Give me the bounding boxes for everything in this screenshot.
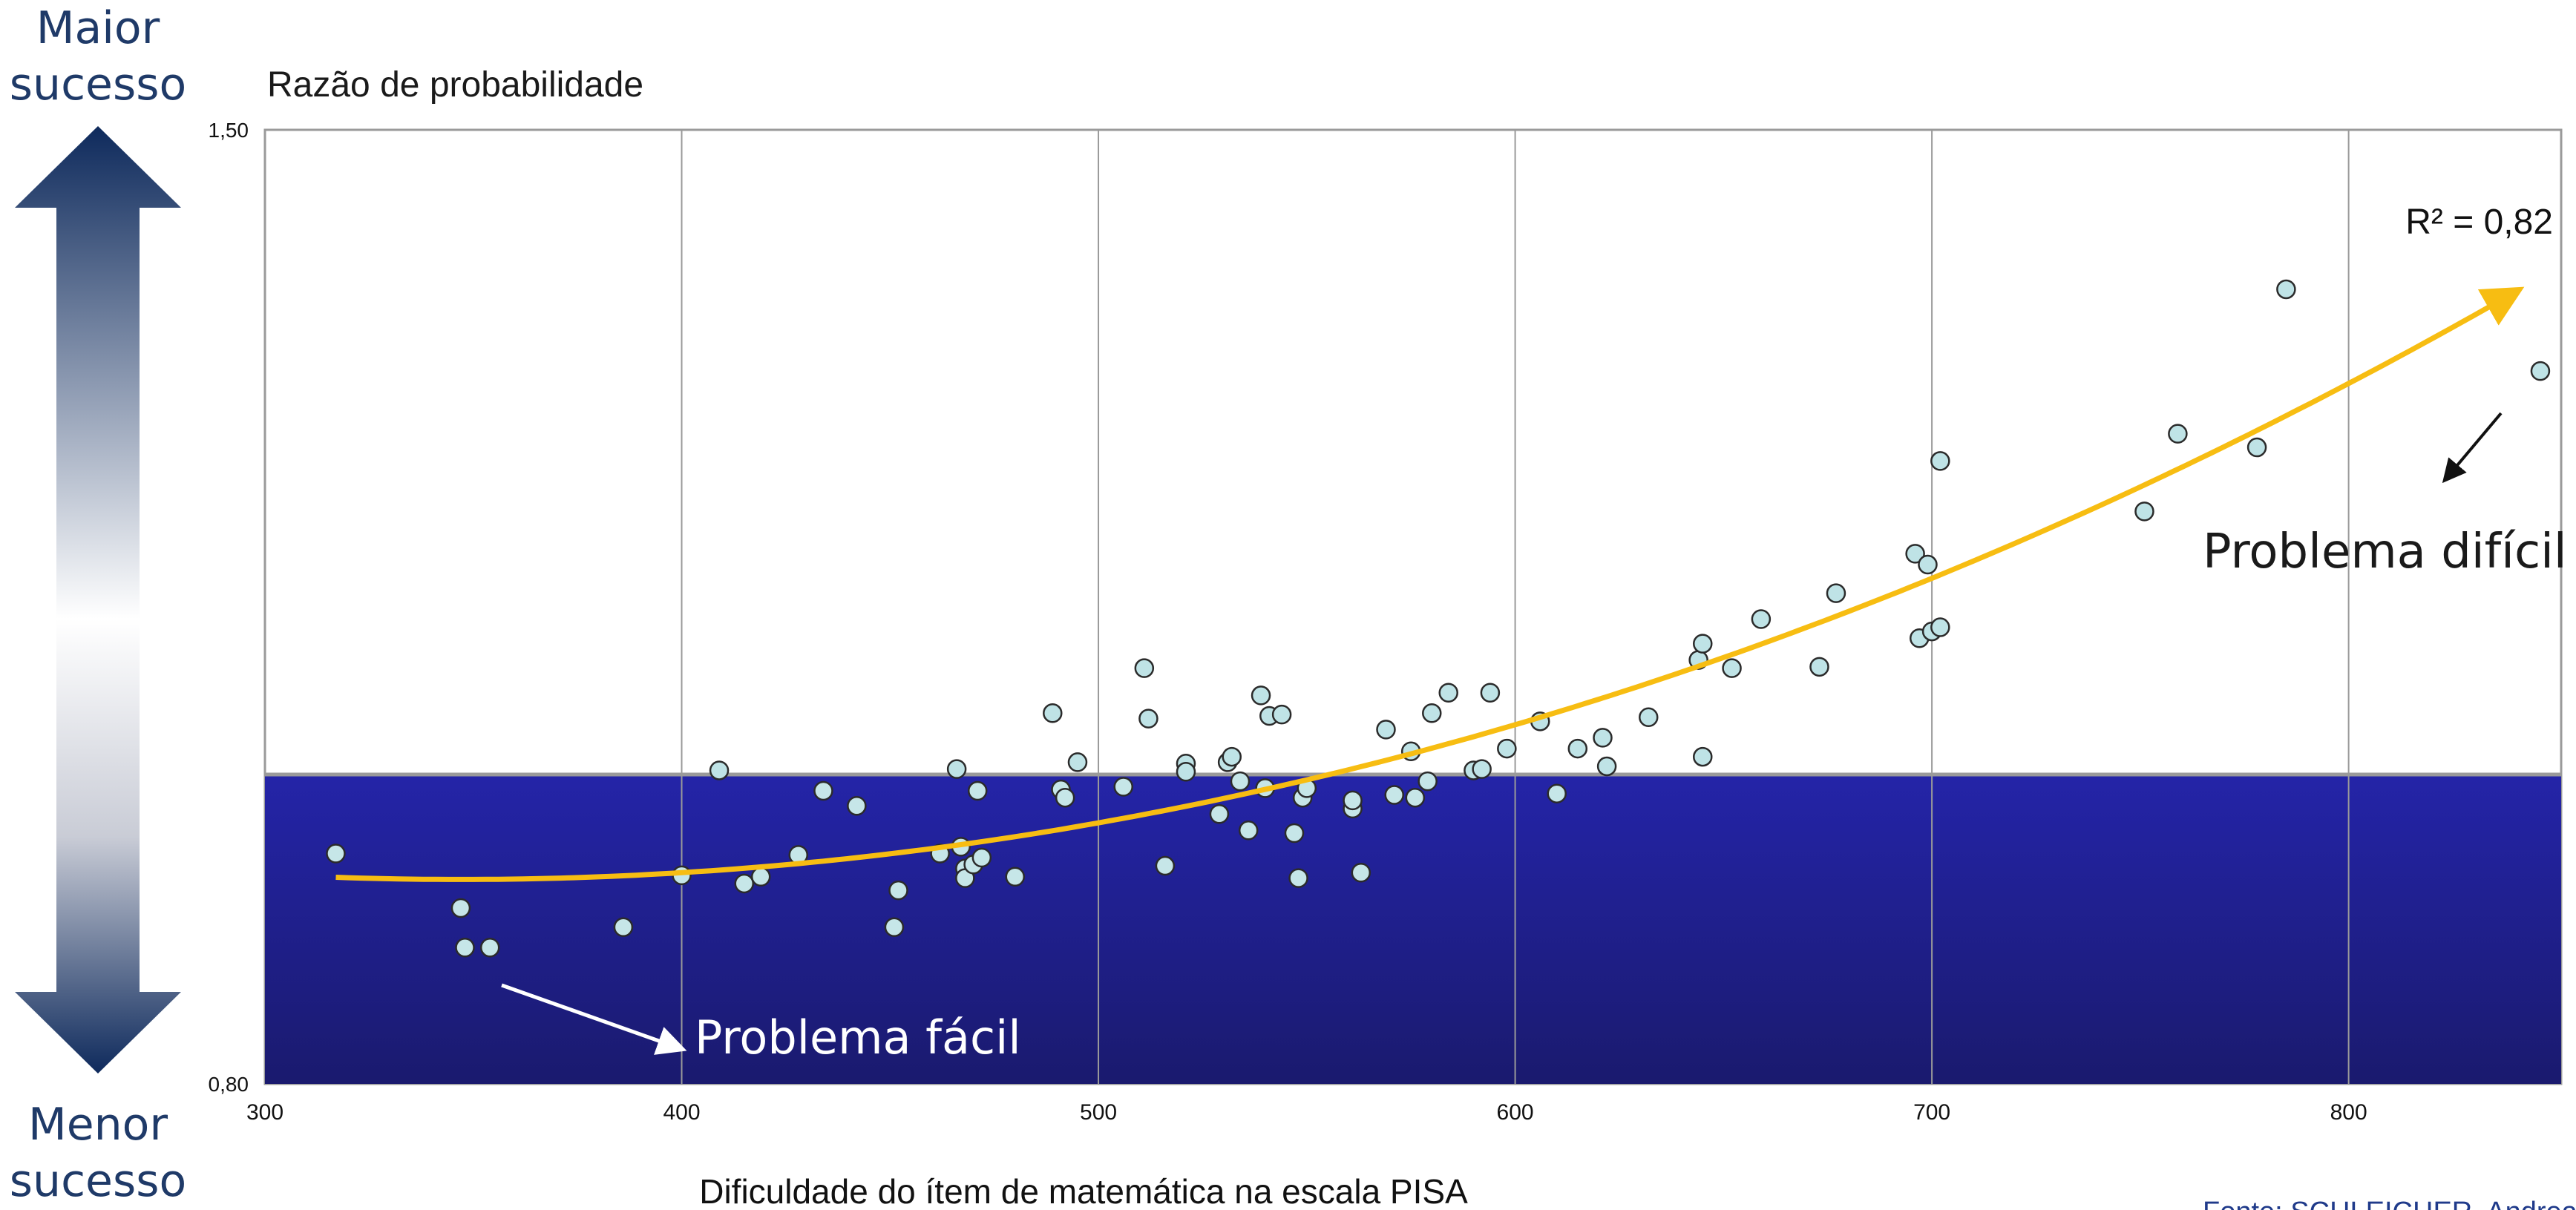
- x-tick-label: 800: [2330, 1100, 2367, 1125]
- data-point: [1138, 708, 1158, 729]
- r-squared-label: R² = 0,82: [2405, 203, 2553, 242]
- data-point: [1222, 746, 1242, 767]
- data-point: [1751, 609, 1772, 629]
- data-point: [1418, 771, 1438, 792]
- y-tick-label: 0,80: [209, 1073, 249, 1096]
- data-point: [450, 898, 471, 918]
- x-tick-label: 400: [663, 1100, 700, 1125]
- data-point: [888, 880, 908, 901]
- success-scale-arrow: [15, 126, 181, 1073]
- data-point: [2276, 279, 2296, 300]
- data-point: [946, 759, 967, 779]
- data-point: [479, 938, 500, 958]
- x-tick-label: 300: [246, 1100, 284, 1125]
- data-point: [1930, 451, 1950, 471]
- data-point: [1918, 554, 1938, 575]
- data-point: [1693, 746, 1713, 767]
- data-point: [1567, 738, 1588, 759]
- y-axis-title: Razão de probabilidade: [267, 65, 643, 105]
- data-point: [1480, 683, 1501, 703]
- more-success-line1: Maior: [36, 2, 160, 54]
- trend-line: [335, 286, 2525, 882]
- more-success-line2: sucesso: [9, 59, 187, 111]
- less-success-line2: sucesso: [9, 1155, 187, 1207]
- data-point: [1497, 738, 1517, 759]
- data-point: [1376, 720, 1396, 740]
- data-point: [1113, 777, 1133, 797]
- x-tick-labels: 300 400 500 600 700 800: [246, 1100, 2367, 1125]
- data-point: [2530, 361, 2551, 381]
- data-point: [1547, 783, 1567, 803]
- data-point: [1639, 707, 1659, 728]
- data-point: [1230, 771, 1251, 792]
- data-point: [1593, 728, 1613, 748]
- grid-lines: [681, 130, 2350, 1084]
- data-point: [1343, 790, 1363, 811]
- data-point: [1809, 657, 1829, 677]
- x-tick-label: 600: [1497, 1100, 1534, 1125]
- data-point: [1422, 703, 1442, 723]
- data-point: [1209, 803, 1230, 824]
- data-point: [455, 938, 475, 958]
- data-point: [1351, 862, 1371, 883]
- data-point: [1005, 867, 1025, 887]
- data-point: [709, 760, 730, 780]
- data-point: [1288, 868, 1308, 888]
- data-point: [1693, 634, 1713, 654]
- data-point: [326, 844, 346, 864]
- data-point: [847, 795, 867, 816]
- data-point: [813, 780, 833, 801]
- data-point: [1155, 855, 1176, 876]
- x-tick-label: 700: [1913, 1100, 1950, 1125]
- lower-band: [265, 774, 2561, 1084]
- data-point: [1176, 762, 1196, 782]
- data-point: [1284, 823, 1305, 844]
- data-point: [1438, 683, 1458, 703]
- data-point: [1271, 704, 1292, 725]
- data-point: [1826, 583, 1846, 603]
- x-tick-label: 500: [1080, 1100, 1117, 1125]
- data-point: [734, 873, 755, 894]
- hard-problem-arrow: [2442, 412, 2503, 484]
- data-point: [967, 780, 988, 801]
- data-point: [2246, 437, 2267, 458]
- data-point: [1384, 785, 1404, 805]
- data-point: [1055, 787, 1075, 808]
- data-point: [1930, 617, 1950, 637]
- easy-problem-arrow: [501, 983, 687, 1055]
- less-success-label: Menor sucesso: [0, 1096, 196, 1209]
- y-tick-label: 1,50: [209, 119, 249, 142]
- data-point: [1722, 658, 1742, 678]
- data-point: [971, 847, 992, 868]
- data-point: [1238, 821, 1259, 841]
- data-point: [750, 867, 771, 887]
- more-success-label: Maior sucesso: [0, 0, 196, 113]
- data-point: [1043, 703, 1063, 723]
- data-point: [613, 917, 634, 937]
- data-point: [1405, 787, 1426, 808]
- data-point: [1067, 752, 1088, 772]
- data-point: [1251, 685, 1271, 706]
- data-point: [1905, 544, 1925, 564]
- hard-problem-label: Problema difícil: [2203, 525, 2567, 579]
- x-axis-title: Dificuldade do ítem de matemática na esc…: [699, 1172, 1468, 1210]
- data-point: [1472, 759, 1492, 779]
- easy-problem-label: Problema fácil: [695, 1010, 1021, 1065]
- data-points: [326, 279, 2551, 958]
- source-note: Fonte: SCHLEICHER, Andreas: [2203, 1197, 2576, 1210]
- data-point: [1134, 658, 1155, 678]
- less-success-line1: Menor: [27, 1099, 168, 1151]
- data-point: [1596, 756, 1617, 777]
- data-point: [884, 917, 905, 937]
- y-tick-labels: 0,80 1,50: [209, 119, 249, 1096]
- data-point: [2168, 424, 2188, 444]
- data-point: [2134, 502, 2154, 522]
